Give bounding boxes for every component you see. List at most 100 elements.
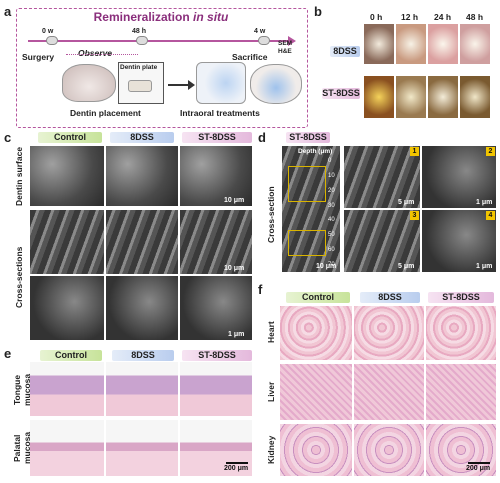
timepoint-0w: 0 w [42,28,54,35]
rat-head-illustration [62,64,116,102]
rat-icon-1 [46,36,58,45]
timepoint-4w: 4 w [254,28,266,35]
depth-ticks: 0 10 20 30 40 50 60 70 [328,158,340,268]
panel-label-b: b [314,4,322,19]
header-d-st8dss: ST-8DSS [286,132,330,143]
panel-label-a: a [4,4,12,19]
timeline-arrowhead [288,36,296,46]
he-kidney-8dss [354,424,424,476]
scale-bar-f [468,462,490,464]
sacrifice-label: Sacrifice [232,52,268,62]
he-liver-st8dss [426,364,496,420]
timepoint-48h: 48 h [132,28,147,35]
he-tongue-8dss [106,362,178,416]
scale-d-inset-2: 1 μm [476,199,493,206]
row-label-palatal: Palatal mucosa [12,431,32,465]
he-kidney-control [280,424,352,476]
sem-d-inset-4 [422,210,496,272]
time-header-2: 24 h [434,12,452,22]
he-palatal-st8dss [180,420,252,476]
dentin-plate-icon [128,80,152,92]
depth-label: Depth (μm) [298,148,333,155]
header-f-control: Control [286,292,350,303]
header-st8dss: ST-8DSS [182,132,252,143]
dentin-plate-label: Dentin plate [120,64,158,71]
row-label-liver: Liver [266,381,276,403]
header-f-st8dss: ST-8DSS [428,292,494,303]
header-8dss: 8DSS [110,132,174,143]
time-header-1: 12 h [401,12,419,22]
sem-st8dss-surface [180,146,252,206]
observe-arrow [66,54,138,55]
sem-label: SEM [278,40,293,47]
photo-8dss-12h [396,24,426,64]
header-e-8dss: 8DSS [112,350,174,361]
scale-c-row2: 10 μm [224,265,245,272]
scale-e: 200 μm [224,465,249,472]
he-label: H&E [278,48,292,55]
flow-arrow [168,84,190,86]
scale-bar-e [226,462,248,464]
row-label-tongue: Tongue mucosa [12,373,32,407]
sem-8dss-surface [106,146,178,206]
he-heart-control [280,306,352,360]
row-label-dentin-surface: Dentin surface [14,146,24,206]
intraoral-illustration [196,62,246,104]
row-label-8dss: 8DSS [330,46,360,57]
sem-d-overview [282,146,340,272]
photo-st8dss-0h [364,76,394,118]
he-palatal-8dss [106,420,178,476]
sem-st8dss-cross [180,210,252,274]
depth-tick: 50 [328,232,335,239]
depth-tick: 10 [328,172,335,179]
sem-control-surface [30,146,104,206]
depth-tick: 20 [328,187,335,194]
row-label-st8dss: ST-8DSS [322,88,360,99]
row-label-heart: Heart [266,321,276,343]
he-tongue-control [30,362,104,416]
header-control: Control [38,132,102,143]
rat-icon-2 [136,36,148,45]
inset-number-4: 4 [486,211,495,220]
panel-label-d: d [258,130,266,145]
row-label-kidney: Kidney [266,435,276,465]
sem-8dss-cross [106,210,178,274]
depth-tick: 40 [328,217,335,224]
photo-st8dss-24h [428,76,458,118]
scale-c-row1: 10 μm [224,197,245,204]
header-e-st8dss: ST-8DSS [182,350,252,361]
title-main: Remineralization [93,10,190,24]
inset-number-2: 2 [486,147,495,156]
depth-tick: 70 [328,261,335,268]
depth-tick: 60 [328,247,335,254]
scale-d-inset-4: 1 μm [476,263,493,270]
photo-8dss-48h [460,24,490,64]
flow-arrowhead [188,80,195,90]
timeline-arrow [28,40,290,42]
panel-label-e: e [4,346,12,361]
panel-a-frame [16,8,308,128]
time-header-3: 48 h [466,12,484,22]
panel-a-title: Remineralization in situ [16,10,306,24]
observe-label: Observe [78,48,113,58]
scale-d-overview: 10 μm [316,263,337,270]
inset-box-top [288,166,326,202]
sem-8dss-cross-zoom [106,276,178,340]
he-kidney-st8dss [426,424,496,476]
sem-d-inset-2 [422,146,496,208]
surgery-label: Surgery [22,52,55,62]
photo-st8dss-48h [460,76,490,118]
sem-d-inset-3 [344,210,420,272]
sem-st8dss-cross-zoom [180,276,252,340]
panel-label-c: c [4,130,12,145]
dentin-placement-label: Dentin placement [70,108,141,118]
he-tongue-st8dss [180,362,252,416]
sem-control-cross [30,210,104,274]
inset-box-bottom [288,230,326,256]
he-palatal-control [30,420,104,476]
depth-tick: 0 [328,158,332,164]
sem-control-cross-zoom [30,276,104,340]
scale-f: 200 μm [466,465,491,472]
depth-tick: 30 [328,202,335,209]
time-header-0: 0 h [370,12,383,22]
